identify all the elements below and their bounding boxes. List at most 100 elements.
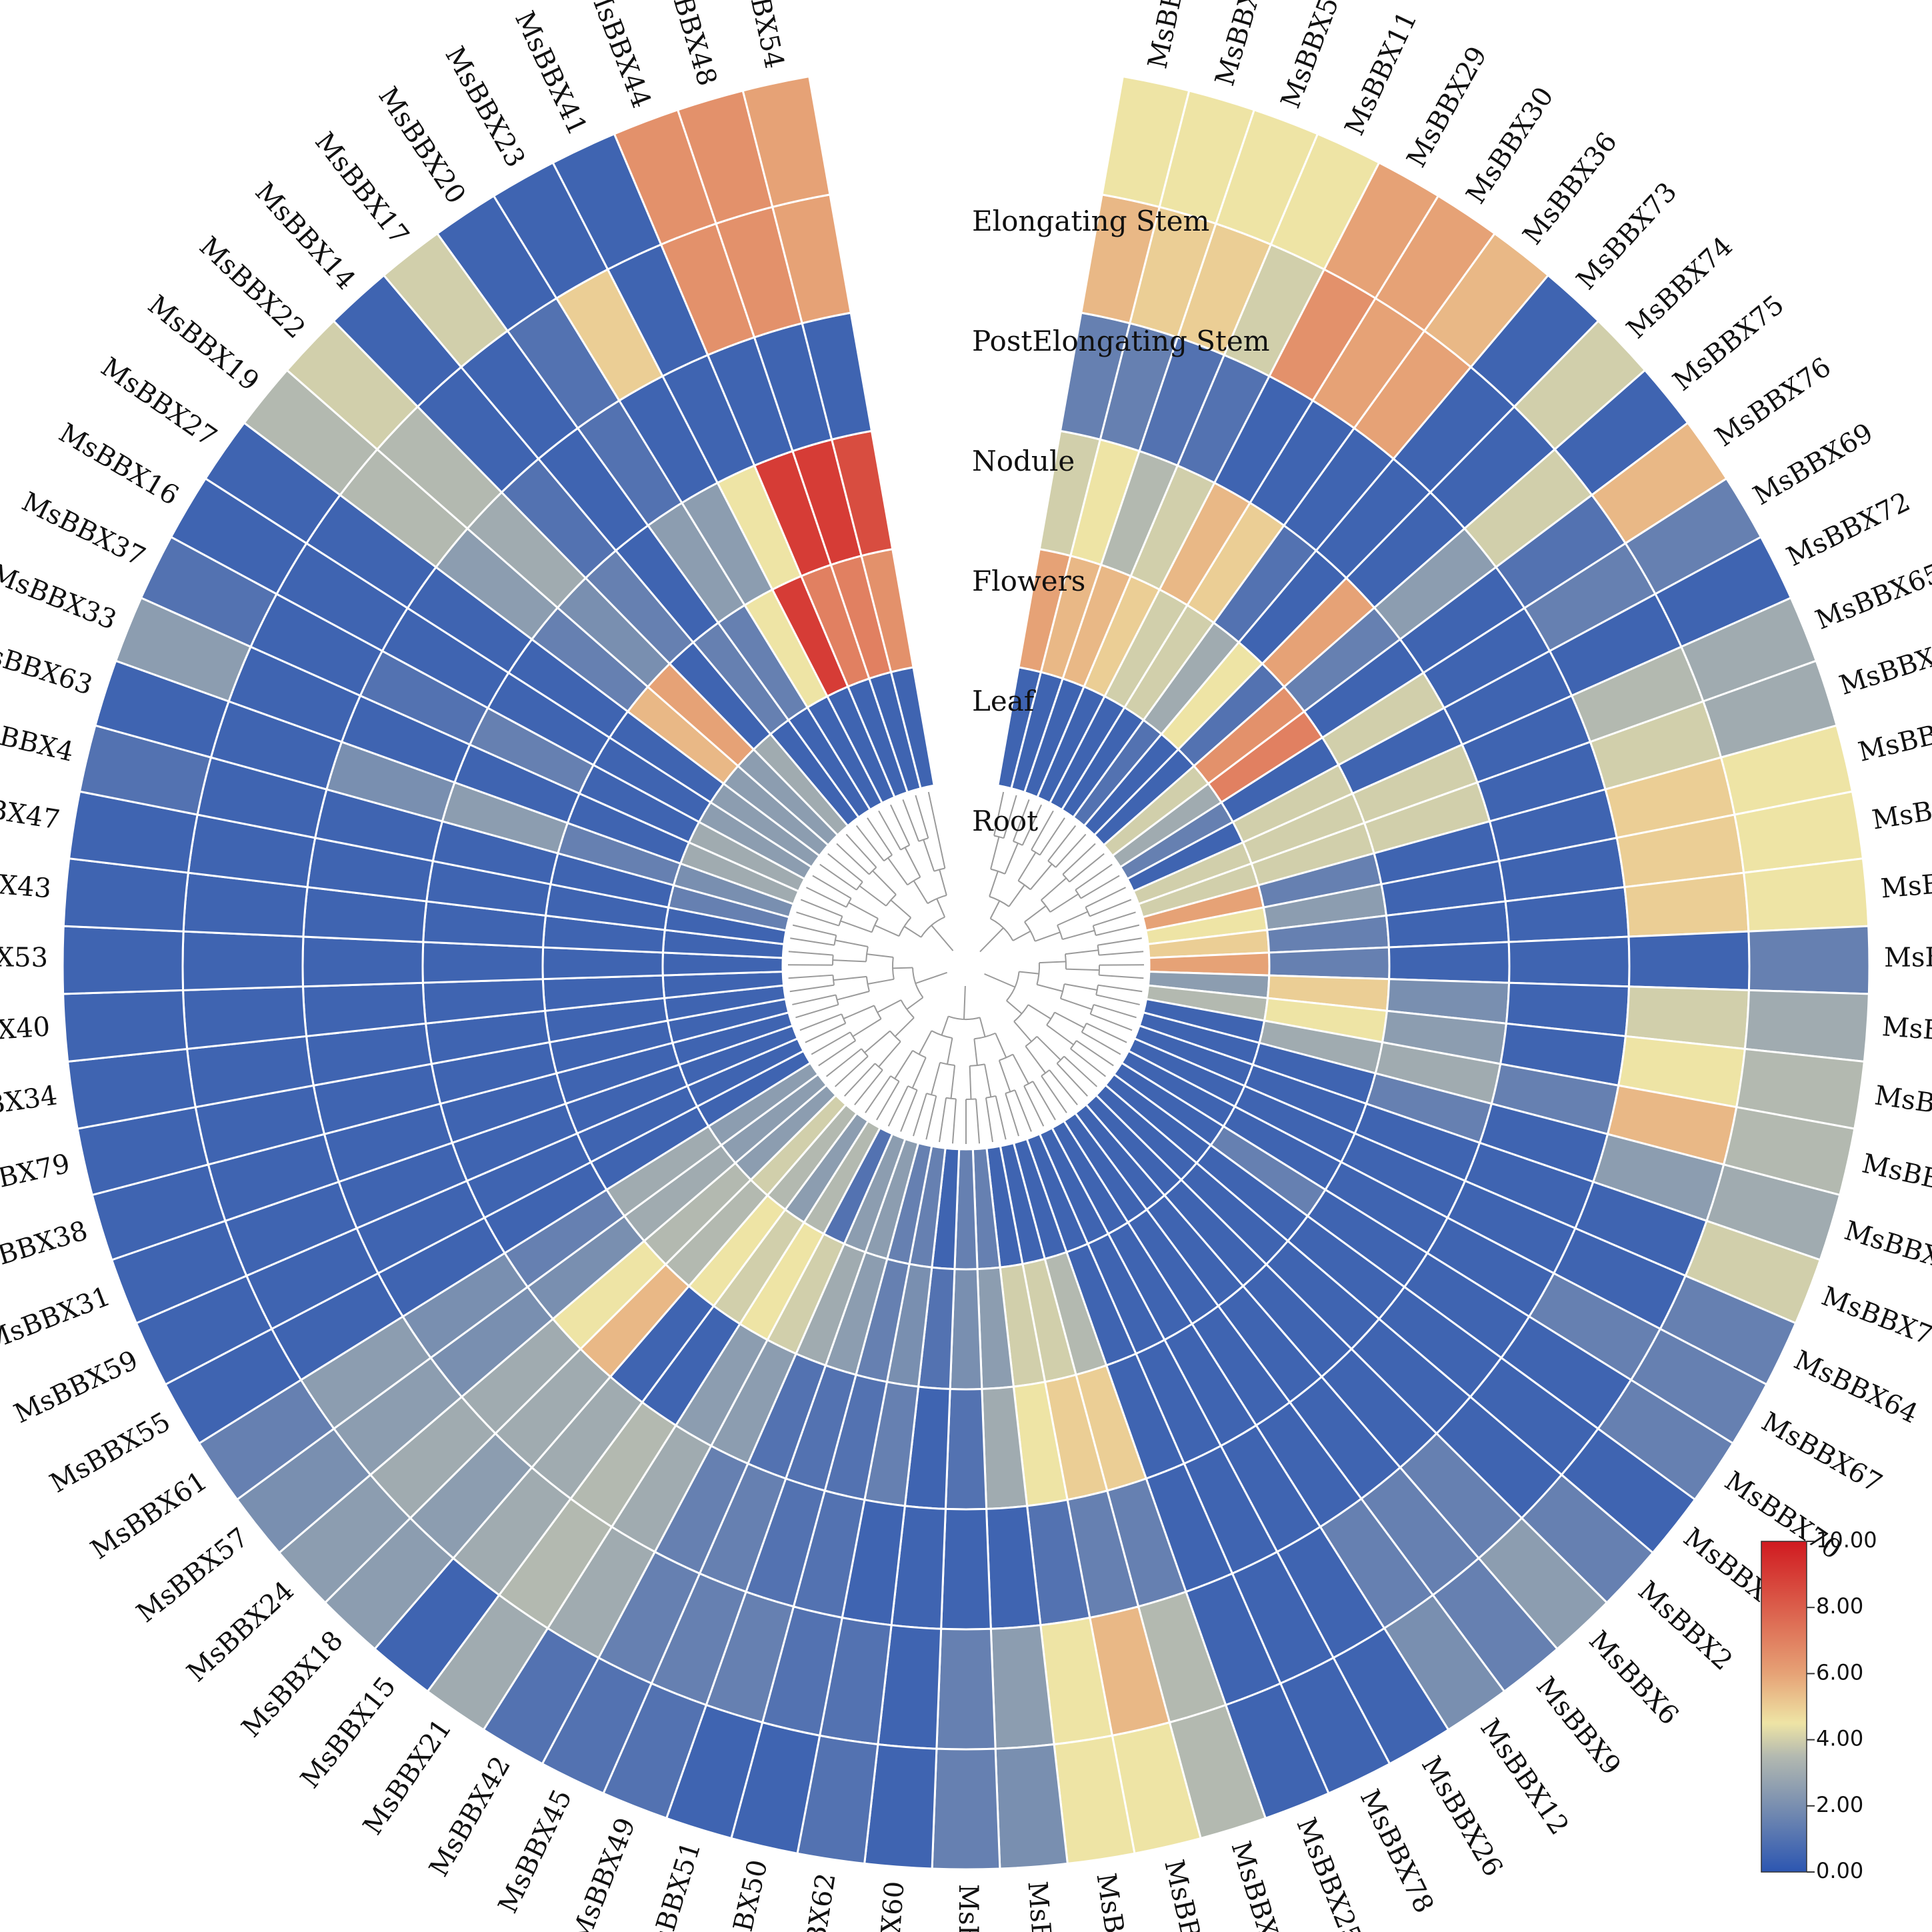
tree-branch [1036, 1036, 1061, 1061]
gene-label-msbbx8: MsBBX8 [1209, 0, 1271, 89]
gene-label-msbbx29: MsBBX29 [1401, 41, 1493, 173]
tree-branch [1062, 929, 1095, 941]
tree-arc [1013, 1004, 1029, 1022]
tree-branch [894, 1050, 913, 1079]
gene-label-msbbx63: MsBBX63 [0, 632, 96, 701]
tree-branch [1093, 911, 1136, 927]
colorbar-tick-label: 4.00 [1816, 1726, 1863, 1751]
tree-arc [835, 995, 839, 1005]
tree-branch [1097, 984, 1143, 993]
tree-arc [869, 867, 877, 875]
tree-branch [818, 1040, 856, 1067]
tree-branch [950, 1065, 956, 1099]
gene-label-msbbx56: MsBBX56 [1021, 1880, 1062, 1932]
gene-label-msbbx30: MsBBX30 [1461, 81, 1560, 209]
tree-branch [1095, 924, 1140, 936]
tree-branch [789, 984, 835, 993]
tree-branch [1076, 1040, 1114, 1067]
gene-label-msbbx79: MsBBX79 [0, 1148, 73, 1207]
heatmap-cell-msbbx53-flowers [421, 941, 545, 984]
tree-arc [873, 1005, 882, 1019]
tree-arc [865, 976, 870, 992]
tree-branch [855, 825, 885, 861]
tree-branch [927, 791, 946, 869]
tree-branch [1008, 884, 1025, 907]
tree-branch [811, 1031, 851, 1055]
tree-branch [1004, 843, 1019, 875]
tree-branch [833, 959, 867, 963]
tree-branch [1025, 1045, 1046, 1074]
heatmap-cell-msbbx58-elongating-stem [931, 1747, 1001, 1871]
tree-branch [1057, 911, 1089, 926]
tree-arc [883, 854, 893, 862]
tree-branch [995, 1095, 1007, 1140]
tissue-label-elongating-stem: Elongating Stem [972, 205, 1209, 237]
tree-branch [1031, 810, 1054, 851]
gene-label-msbbx24: MsBBX24 [181, 1575, 300, 1688]
colorbar-tick-label: 8.00 [1816, 1593, 1863, 1619]
gene-label-msbbx42: MsBBX42 [423, 1751, 517, 1882]
gene-label-msbbx25: MsBBX25 [1290, 1813, 1367, 1932]
tree-branch [836, 843, 870, 875]
gene-label-msbbx78: MsBBX78 [1354, 1785, 1439, 1918]
tree-branch [1013, 1021, 1032, 1043]
tree-branch [805, 1023, 846, 1043]
gene-label-msbbx36: MsBBX36 [1517, 127, 1623, 251]
tree-branch [1069, 853, 1105, 883]
gene-label-msbbx68: MsBBX68 [1836, 632, 1932, 701]
tree-branch [951, 1099, 957, 1144]
tree-branch [984, 1064, 992, 1097]
gene-label-msbbx60: MsBBX60 [870, 1880, 911, 1932]
gene-label-msbbx26: MsBBX26 [1415, 1751, 1509, 1882]
tree-arc [1040, 899, 1051, 913]
gene-label-msbbx77: MsBBX77 [1817, 1281, 1932, 1357]
colorbar-tick-label: 10.00 [1816, 1527, 1877, 1553]
tree-branch [902, 799, 920, 842]
tree-branch [998, 1060, 1011, 1093]
tree-branch [843, 1005, 875, 1019]
tree-branch [1063, 1055, 1098, 1087]
gene-label-msbbx2: MsBBX2 [1632, 1575, 1738, 1677]
tree-branch [865, 1075, 891, 1113]
tree-branch [877, 999, 901, 1013]
colorbar-tick-label: 2.00 [1816, 1792, 1863, 1817]
gene-label-msbbx35: MsBBX35 [1158, 1857, 1217, 1932]
tree-arc [1070, 1040, 1077, 1049]
tree-branch [844, 1063, 876, 1097]
gene-label-msbbx65: MsBBX65 [1811, 558, 1932, 636]
tree-branch [788, 974, 833, 979]
tissue-label-leaf: Leaf [972, 685, 1037, 717]
tree-branch [805, 887, 847, 908]
tree-branch [900, 1089, 918, 1132]
tree-branch [1032, 1081, 1056, 1121]
gene-label-msbbx44: MsBBX44 [581, 0, 657, 112]
tree-arc [1025, 1036, 1038, 1047]
tree-branch [874, 924, 899, 937]
tree-branch [1099, 951, 1144, 956]
tree-branch [1056, 1063, 1088, 1097]
tree-branch [904, 847, 921, 878]
tree-branch [1014, 1089, 1032, 1132]
tree-branch [852, 1018, 882, 1037]
gene-label-msbbx69: MsBBX69 [1748, 417, 1878, 511]
heatmap-cells [61, 75, 1871, 1871]
colorbar: 0.00 2.00 4.00 6.00 8.00 10.00 [1761, 1527, 1877, 1883]
tree-branch [1017, 851, 1037, 881]
gene-label-msbbx59: MsBBX59 [9, 1345, 143, 1429]
tree-branch [872, 870, 897, 895]
tree-branch [993, 791, 1005, 836]
gene-label-msbbx19: MsBBX19 [142, 289, 265, 397]
tissue-label-postelongating-stem: PostElongating Stem [972, 325, 1270, 357]
tree-branch [799, 1013, 842, 1031]
tree-branch [889, 804, 911, 846]
heatmap-cell-msbbx7-elongating-stem [1747, 925, 1871, 995]
tree-branch [1065, 949, 1099, 955]
tree-branch [835, 939, 869, 948]
gene-label-msbbx17: MsBBX17 [309, 127, 415, 251]
tree-branch [1097, 937, 1142, 946]
tree-branch [890, 899, 911, 919]
tree-branch [1075, 863, 1113, 891]
heatmap-cell-msbbx7-leaf [1267, 946, 1391, 981]
tree-branch [1049, 893, 1079, 913]
